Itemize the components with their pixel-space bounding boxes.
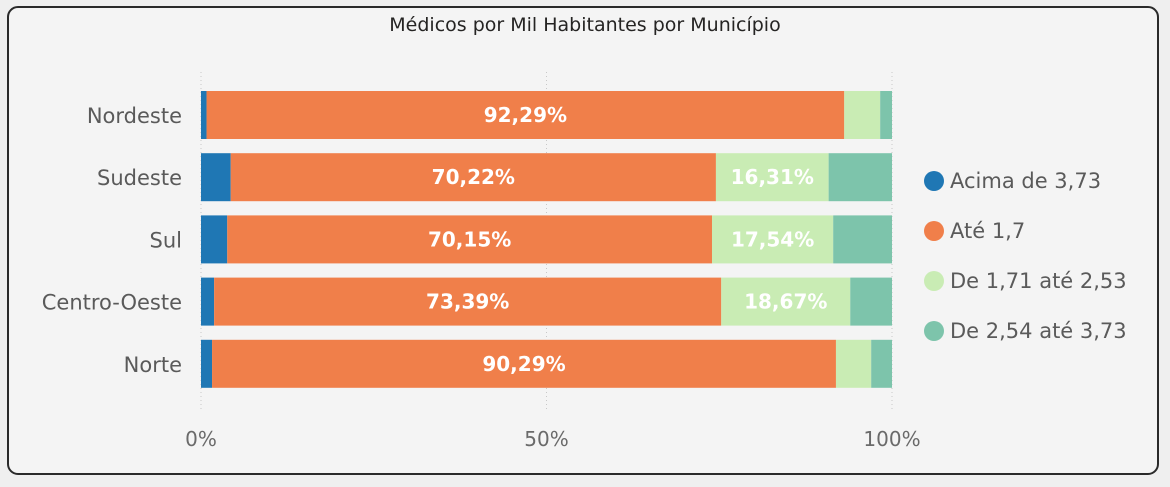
category-label: Norte <box>124 353 182 377</box>
chart-title: Médicos por Mil Habitantes por Município <box>389 14 781 36</box>
legend-label: Até 1,7 <box>950 218 1026 243</box>
bar-segment <box>230 153 716 202</box>
bar-segment <box>871 339 892 388</box>
bar-segment <box>715 153 829 202</box>
bar-segment <box>212 339 836 388</box>
bar-segment <box>227 215 712 264</box>
data-label: 73,39% <box>426 290 509 314</box>
bar-segment <box>850 277 892 326</box>
legend-item[interactable]: De 1,71 até 2,53 <box>924 268 1127 293</box>
legend-dot-icon <box>924 270 944 291</box>
legend-label: Acima de 3,73 <box>950 168 1102 193</box>
bar-segment <box>206 91 845 139</box>
data-label: 18,67% <box>744 290 827 314</box>
legend-dot-icon <box>924 220 944 241</box>
legend-label: De 2,54 até 3,73 <box>950 318 1127 343</box>
bar-segment <box>201 215 228 264</box>
category-label: Sul <box>150 228 182 252</box>
bar-segment <box>711 215 834 264</box>
legend-label: De 1,71 até 2,53 <box>950 268 1127 293</box>
bar-segment <box>835 339 872 388</box>
bar-segment <box>880 91 892 139</box>
bar-segment <box>201 91 207 139</box>
legend-item[interactable]: De 2,54 até 3,73 <box>924 318 1127 343</box>
bar-segment <box>201 277 215 326</box>
data-label: 90,29% <box>482 352 565 376</box>
data-label: 16,31% <box>731 165 814 189</box>
bar-segment <box>214 277 722 326</box>
legend-item[interactable]: Até 1,7 <box>924 218 1127 243</box>
legend-item[interactable]: Acima de 3,73 <box>924 168 1127 193</box>
category-label: Nordeste <box>87 104 182 128</box>
bar-segment <box>833 215 892 264</box>
x-tick-label: 100% <box>863 427 920 451</box>
bar-segment <box>201 153 231 202</box>
data-label: 92,29% <box>484 103 567 127</box>
bar-segment <box>721 277 851 326</box>
chart-legend: Acima de 3,73 Até 1,7 De 1,71 até 2,53 De 2… <box>924 168 1127 368</box>
bar-segment <box>828 153 892 202</box>
data-label: 70,15% <box>428 227 511 251</box>
bar-segment <box>844 91 881 139</box>
x-tick-label: 0% <box>185 427 217 451</box>
legend-dot-icon <box>924 320 944 341</box>
category-label: Sudeste <box>97 166 182 190</box>
category-label: Centro-Oeste <box>42 291 182 315</box>
bar-segment <box>201 339 213 388</box>
data-label: 70,22% <box>432 165 515 189</box>
data-label: 17,54% <box>731 227 814 251</box>
legend-dot-icon <box>924 170 944 191</box>
x-tick-label: 50% <box>524 427 568 451</box>
